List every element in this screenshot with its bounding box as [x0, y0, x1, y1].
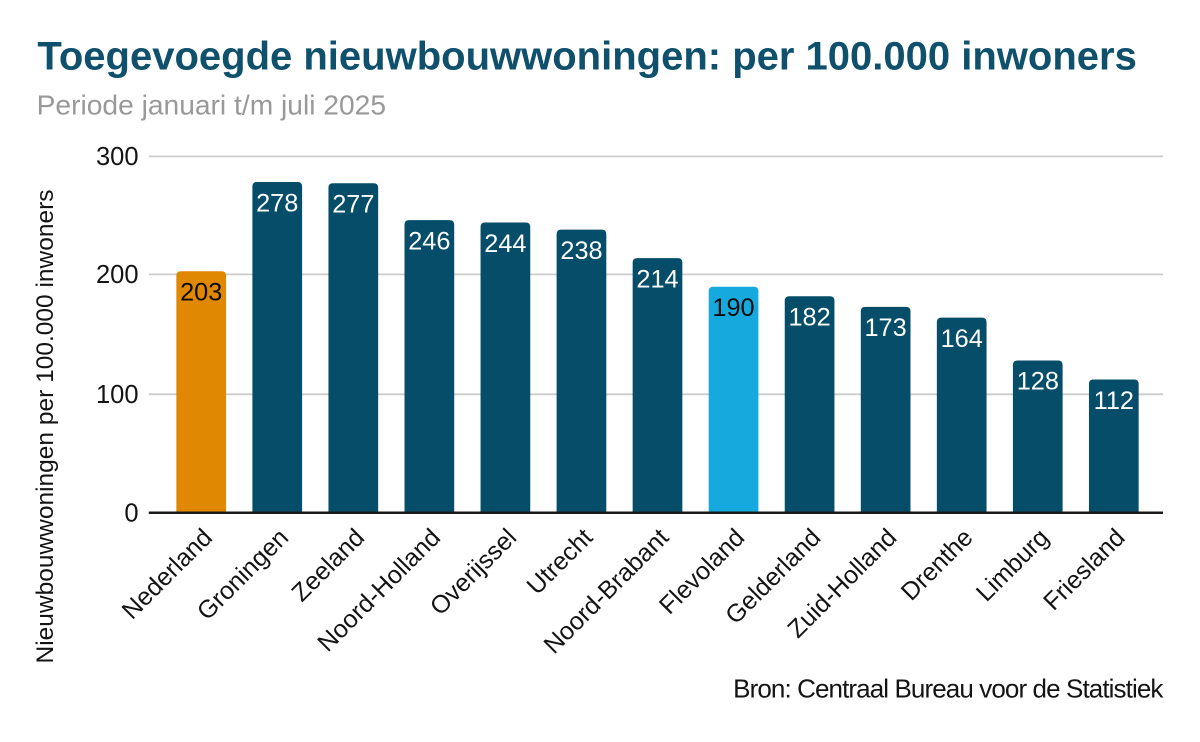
svg-text:190: 190 — [712, 294, 754, 322]
svg-text:100: 100 — [96, 381, 139, 409]
svg-text:238: 238 — [560, 237, 602, 265]
svg-text:164: 164 — [941, 325, 983, 353]
svg-text:214: 214 — [636, 265, 678, 293]
svg-text:277: 277 — [332, 191, 374, 219]
svg-text:244: 244 — [484, 230, 526, 258]
svg-text:Nieuwbouwwoningen per 100.000: Nieuwbouwwoningen per 100.000 inwoners — [32, 190, 59, 664]
svg-text:112: 112 — [1094, 387, 1134, 415]
svg-text:173: 173 — [864, 314, 906, 342]
svg-text:278: 278 — [256, 189, 298, 217]
svg-text:300: 300 — [96, 143, 139, 171]
svg-text:182: 182 — [788, 304, 830, 332]
svg-text:Bron: Centraal Bureau voor de: Bron: Centraal Bureau voor de Statistiek — [733, 674, 1164, 704]
svg-text:128: 128 — [1017, 368, 1059, 396]
svg-text:200: 200 — [96, 261, 139, 289]
svg-text:246: 246 — [408, 227, 450, 255]
svg-text:Toegevoegde nieuwbouwwoningen:: Toegevoegde nieuwbouwwoningen: per 100.0… — [37, 34, 1136, 78]
svg-text:Periode januari t/m juli 2025: Periode januari t/m juli 2025 — [37, 89, 386, 121]
svg-text:0: 0 — [124, 499, 138, 527]
svg-text:203: 203 — [180, 279, 222, 307]
